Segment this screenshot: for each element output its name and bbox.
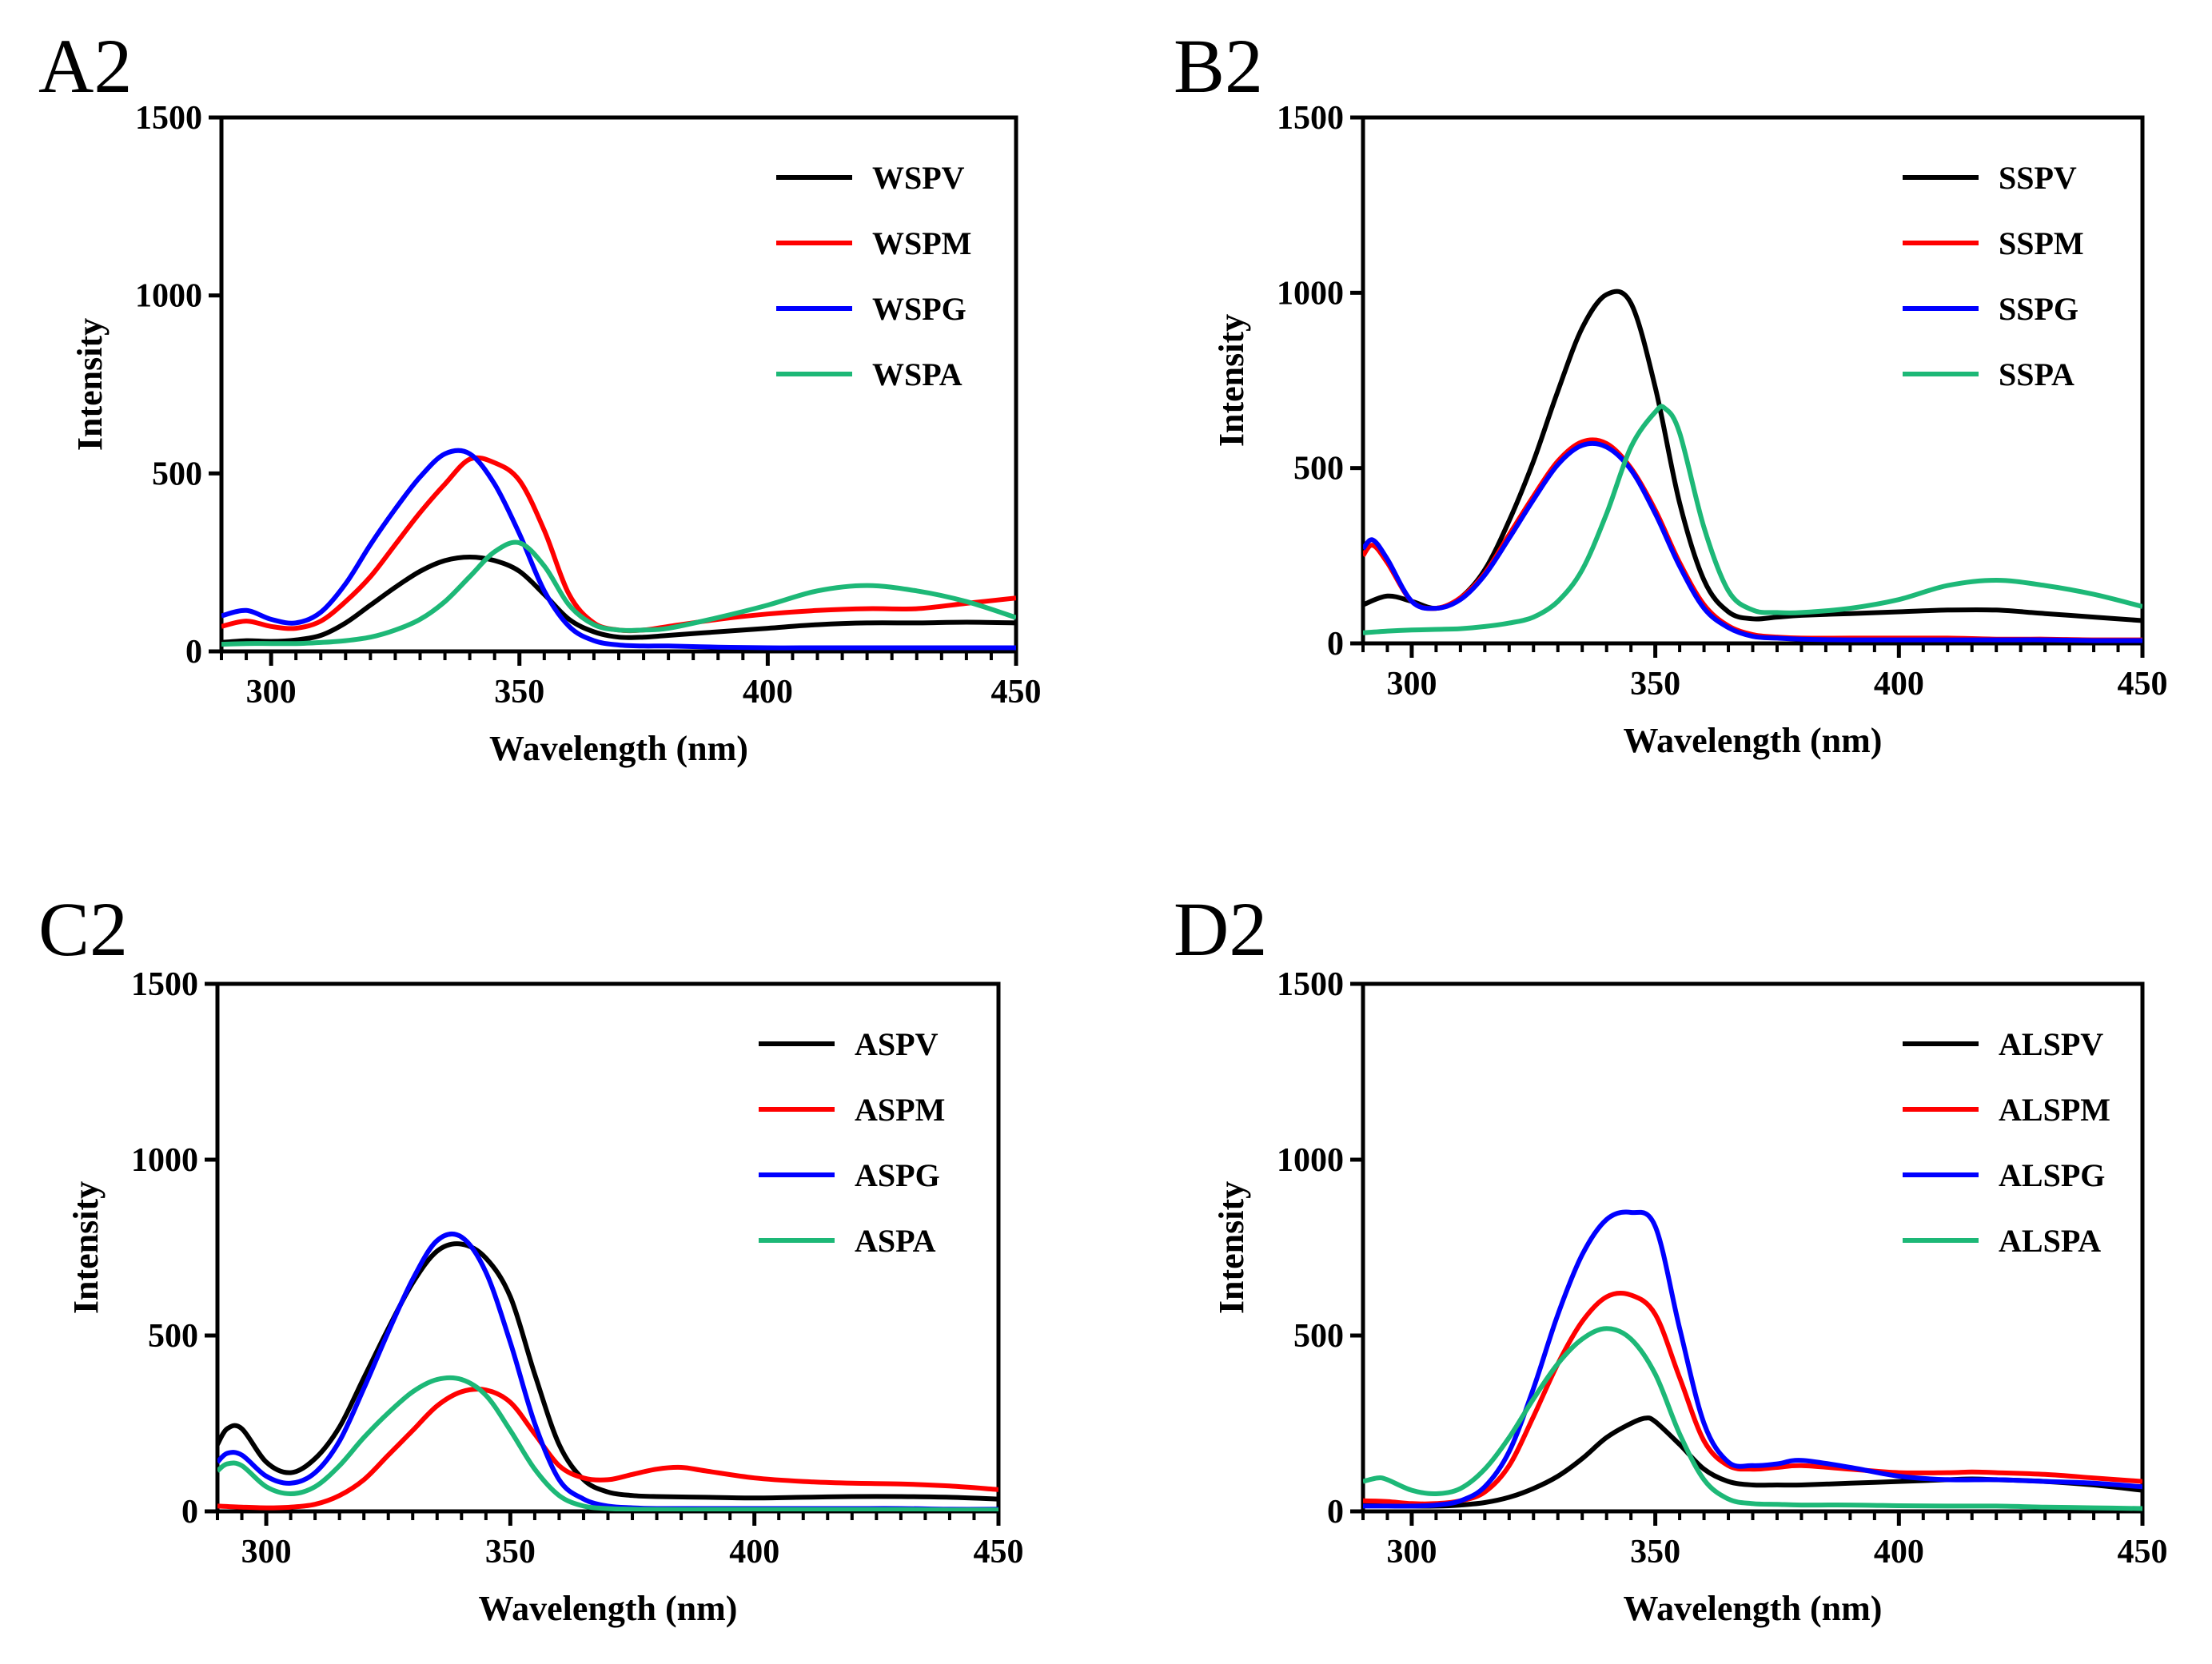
x-tick-label: 450 (991, 674, 1042, 711)
x-axis-title: Wavelength (nm) (489, 729, 748, 768)
legend-label-aspm: ASPM (855, 1092, 945, 1128)
y-axis-title: Intensity (70, 318, 110, 451)
series-line-wspa (221, 539, 1016, 647)
series-line-wspm (221, 455, 1016, 634)
x-tick-label: 450 (2118, 1534, 2168, 1570)
legend: SSPV SSPM SSPG SSPA (1903, 160, 2084, 392)
x-tick-label: 350 (494, 674, 544, 711)
x-tick-label: 350 (1630, 1534, 1680, 1570)
series-line-aspa (217, 1375, 998, 1511)
panel-a2: A2 0 500 1000 1500 300 350 400 450 Wavelength (nm… (38, 23, 1042, 768)
panel-b2: B2 0 500 1000 1500 300 350 400 450 Wavelength (nm… (1174, 23, 2168, 760)
panel-d2: D2 0 500 1000 1500 300 350 400 450 Wavelength (nm… (1174, 886, 2168, 1628)
legend-label-alspa: ALSPA (1999, 1223, 2101, 1259)
legend-label-wspm: WSPM (872, 225, 971, 261)
x-axis-title: Wavelength (nm) (1624, 721, 1883, 760)
legend-label-aspv: ASPV (855, 1026, 939, 1062)
x-axis-title: Wavelength (nm) (1624, 1589, 1883, 1628)
series-line-wspv (221, 555, 1016, 645)
x-tick-label: 300 (246, 674, 297, 711)
panel-c2: C2 0 500 1000 1500 300 350 400 450 Wavelength (nm… (38, 886, 1024, 1628)
x-tick-label: 300 (241, 1534, 292, 1570)
legend-label-sspm: SSPM (1999, 225, 2084, 261)
x-axis-title: Wavelength (nm) (479, 1589, 738, 1628)
x-tick-label: 300 (1386, 1534, 1437, 1570)
series-line-sspg (1363, 440, 2142, 643)
legend-label-aspa: ASPA (855, 1223, 936, 1259)
legend-label-aspg: ASPG (855, 1157, 940, 1193)
y-tick-label: 1000 (1277, 275, 1344, 312)
x-tick-label: 300 (1386, 666, 1437, 703)
y-axis-title: Intensity (66, 1181, 106, 1314)
x-tick-label: 400 (743, 674, 793, 711)
legend-label-alspm: ALSPM (1999, 1092, 2110, 1128)
legend: WSPV WSPM WSPG WSPA (776, 160, 971, 392)
y-tick-label: 0 (181, 1494, 198, 1531)
panel-label: D2 (1174, 886, 1267, 972)
series-line-aspm (217, 1387, 998, 1511)
x-tick-label: 350 (485, 1534, 536, 1570)
panel-label: A2 (38, 23, 132, 109)
legend-label-wspg: WSPG (872, 291, 967, 327)
y-tick-label: 1000 (1277, 1142, 1344, 1179)
legend-label-alspg: ALSPG (1999, 1157, 2105, 1193)
x-tick-label: 450 (974, 1534, 1024, 1570)
legend-label-wspv: WSPV (872, 160, 965, 196)
y-tick-label: 1500 (1277, 966, 1344, 1003)
legend: ASPV ASPM ASPG ASPA (759, 1026, 945, 1259)
series-line-alspg (1363, 1209, 2142, 1509)
y-tick-label: 1500 (131, 966, 198, 1003)
x-tick-label: 350 (1630, 666, 1680, 703)
y-tick-label: 0 (1327, 1494, 1344, 1531)
series-line-alspa (1363, 1326, 2142, 1511)
series-line-aspv (217, 1241, 998, 1502)
legend: ALSPV ALSPM ALSPG ALSPA (1903, 1026, 2110, 1259)
y-tick-label: 1500 (135, 100, 202, 137)
legend-label-sspv: SSPV (1999, 160, 2077, 196)
legend-label-alspv: ALSPV (1999, 1026, 2103, 1062)
y-tick-label: 500 (1293, 1318, 1344, 1355)
y-tick-label: 0 (185, 634, 202, 671)
legend-label-sspa: SSPA (1999, 356, 2074, 392)
y-tick-label: 1000 (135, 278, 202, 315)
series-line-sspa (1363, 404, 2142, 635)
legend-label-wspa: WSPA (872, 356, 963, 392)
y-tick-label: 0 (1327, 626, 1344, 663)
series-line-wspg (221, 448, 1016, 651)
x-tick-label: 450 (2118, 666, 2168, 703)
panel-label: B2 (1174, 23, 1263, 109)
x-tick-label: 400 (1874, 1534, 1924, 1570)
y-tick-label: 1000 (131, 1142, 198, 1179)
panel-label: C2 (38, 886, 128, 972)
x-tick-label: 400 (1874, 666, 1924, 703)
y-tick-label: 500 (148, 1318, 198, 1355)
y-tick-label: 1500 (1277, 100, 1344, 137)
x-tick-label: 400 (729, 1534, 779, 1570)
y-tick-label: 500 (152, 456, 202, 492)
y-tick-label: 500 (1293, 451, 1344, 488)
legend-label-sspg: SSPG (1999, 291, 2078, 327)
series-line-sspv (1363, 289, 2142, 623)
y-axis-title: Intensity (1212, 1181, 1251, 1314)
y-axis-title: Intensity (1212, 314, 1251, 447)
